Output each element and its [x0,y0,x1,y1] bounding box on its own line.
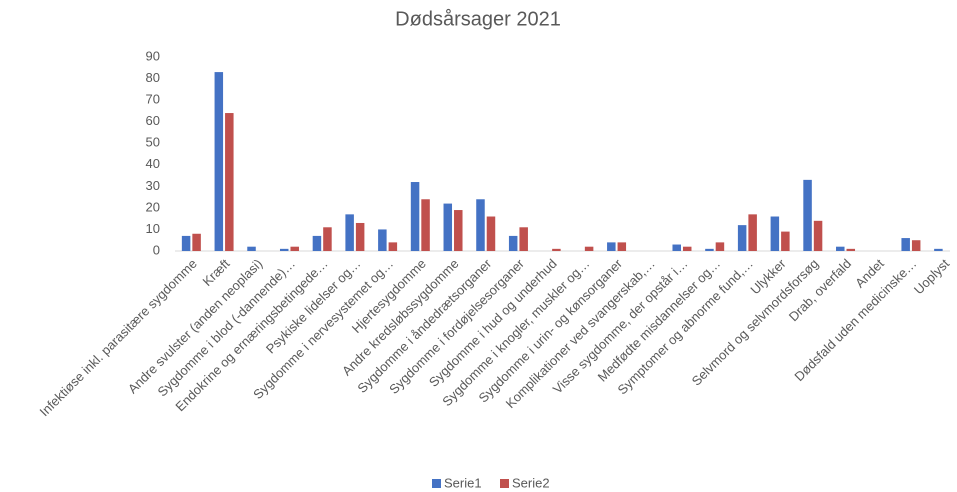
bar [443,203,453,251]
bar [486,216,496,251]
bar [934,248,943,251]
legend-swatch [500,479,509,488]
bar [519,227,528,251]
bar [781,231,790,251]
bar [607,242,616,251]
bar [290,246,299,251]
y-tick-label: 80 [146,70,160,85]
y-tick-label: 10 [146,221,160,236]
bar [617,242,627,251]
bar [552,248,561,251]
y-tick-label: 20 [146,199,160,214]
bar [214,72,224,251]
bar [323,227,332,251]
y-tick-label: 50 [146,135,160,150]
bar [715,242,725,251]
bar [836,246,845,251]
bar [225,113,234,252]
bar [911,240,921,251]
bar [378,229,387,251]
bar [410,182,420,251]
x-tick-label: Uoplyst [911,256,953,298]
bar [181,235,191,251]
bar [770,216,780,251]
legend-swatch [432,479,441,488]
bar [846,248,856,251]
bar [508,235,518,251]
y-tick-label: 90 [146,48,160,63]
bar [705,248,714,251]
bar [421,199,430,251]
bar [813,220,823,251]
bar [803,179,812,251]
bar [355,222,365,251]
legend-label: Serie2 [512,475,550,490]
chart-title: Dødsårsager 2021 [395,8,561,30]
bar [247,246,256,251]
bar [192,233,201,251]
y-tick-label: 40 [146,156,160,171]
bar [476,199,485,251]
bar [584,246,594,251]
bar [388,242,398,251]
y-tick-label: 30 [146,178,160,193]
bar [312,235,322,251]
x-tick-label: Andre svulster (anden neoplasi) [125,256,265,396]
bar [454,210,463,251]
bar [345,214,354,251]
y-tick-label: 70 [146,92,160,107]
y-tick-label: 60 [146,113,160,128]
bar [672,244,681,251]
bar [682,246,692,251]
bar [748,214,757,251]
bar [737,225,747,251]
bar [279,248,289,251]
y-tick-label: 0 [153,242,160,257]
legend-label: Serie1 [444,475,482,490]
bar [901,238,910,251]
